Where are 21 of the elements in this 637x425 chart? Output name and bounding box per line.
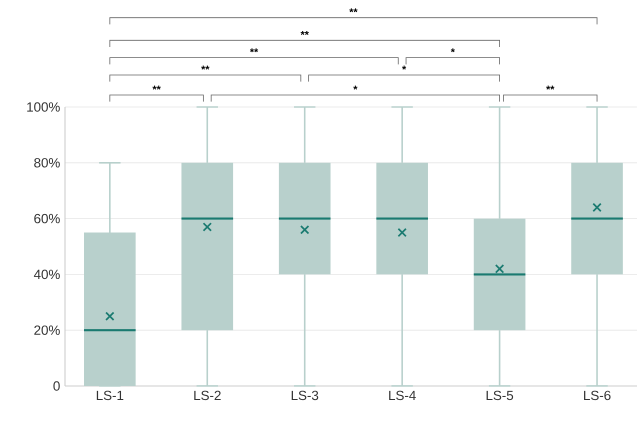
x-tick-label: LS-5 [486,390,514,400]
y-tick-label: 80% [34,158,60,168]
text: ** [201,66,210,70]
y-tick-label: 100% [27,102,60,112]
text: ** [546,86,554,90]
x-tick-label: LS-2 [194,390,221,400]
x-tick-label: LS-4 [389,390,416,400]
y-tick-label: 60% [34,214,60,224]
x-tick-label: LS-6 [584,390,611,400]
text: ** [152,86,161,90]
y-tick-label: 20% [34,325,60,335]
x-tick-label: LS-1 [96,390,124,400]
x-tick-label: LS-3 [292,390,318,400]
text: * [353,86,358,90]
y-tick-label: 40% [34,270,60,280]
y-tick-label: 0 [53,381,60,391]
text: * [450,48,455,52]
text: ** [300,30,309,35]
text: * [402,66,406,70]
text: ** [250,48,258,52]
text: ** [349,8,358,12]
